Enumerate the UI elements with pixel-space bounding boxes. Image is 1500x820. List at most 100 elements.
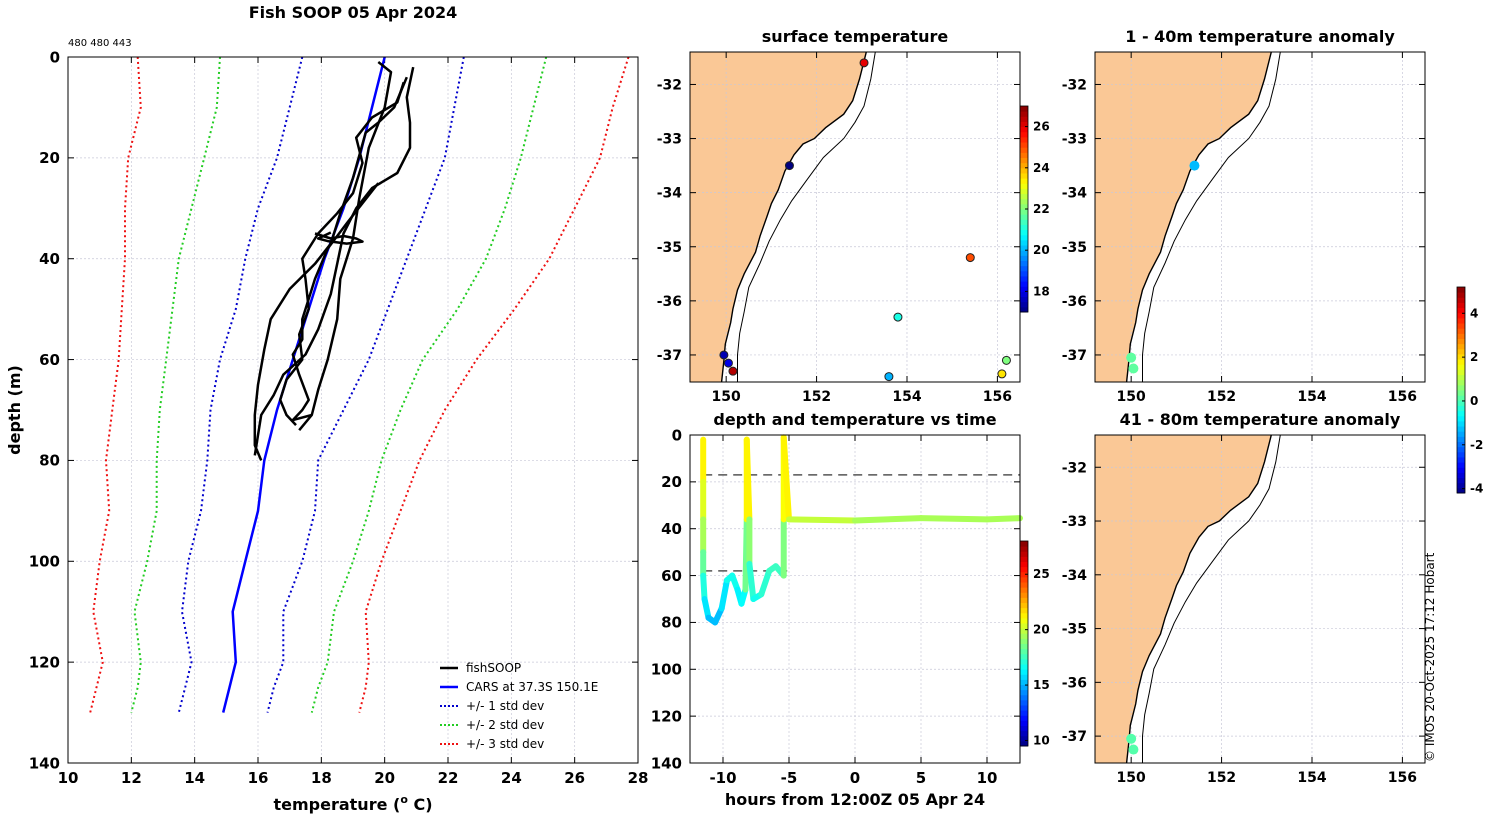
- colorbar-segment: [1020, 214, 1028, 220]
- colorbar-segment: [1020, 638, 1028, 644]
- y-tick-label: 80: [39, 452, 60, 470]
- colorbar-segment: [1457, 467, 1465, 473]
- colorbar-segment: [1020, 587, 1028, 593]
- colorbar-segment: [1020, 597, 1028, 603]
- colorbar-segment: [1457, 333, 1465, 339]
- colorbar-segment: [1020, 623, 1028, 629]
- colorbar-tick-label: 22: [1033, 202, 1050, 216]
- colorbar-segment: [1020, 633, 1028, 639]
- data-point: [728, 366, 738, 376]
- x-tick-label: 10: [977, 769, 998, 787]
- colorbar-segment: [1020, 664, 1028, 670]
- colorbar-segment: [1020, 183, 1028, 189]
- x-tick-label: 0: [850, 769, 860, 787]
- axes-frame: [1094, 434, 1426, 764]
- colorbar-segment: [1457, 446, 1465, 453]
- series-line-profile: [253, 76, 408, 461]
- colorbar-segment: [1457, 472, 1465, 479]
- colorbar-segment: [1020, 301, 1028, 308]
- y-tick-label: 80: [661, 614, 682, 632]
- coastline: [1125, 52, 1272, 382]
- y-tick-label: -34: [657, 186, 683, 202]
- colorbar-segment: [1020, 291, 1028, 298]
- colorbar-segment: [1020, 541, 1028, 547]
- colorbar-segment: [1457, 384, 1465, 391]
- colorbar-segment: [1020, 607, 1028, 614]
- colorbar-segment: [1020, 193, 1028, 200]
- colorbar-segment: [1020, 592, 1028, 598]
- colorbar-segment: [1457, 338, 1465, 345]
- y-tick-label: 0: [50, 48, 60, 66]
- colorbar-segment: [1020, 628, 1028, 634]
- colorbar-segment: [1457, 307, 1465, 314]
- colorbar-segment: [1457, 364, 1465, 370]
- colorbar-frame: [1456, 286, 1466, 494]
- x-tick-label: 150: [712, 389, 741, 405]
- colorbar-tick-label: 24: [1033, 161, 1050, 175]
- colorbar-segment: [1020, 296, 1028, 303]
- x-tick-label: 152: [1207, 389, 1236, 405]
- colorbar-segment: [1020, 275, 1028, 282]
- colorbar-segment: [1457, 431, 1465, 437]
- colorbar-segment: [1457, 353, 1465, 360]
- track-segment: [758, 567, 773, 598]
- chart-title: surface temperature: [762, 27, 949, 46]
- x-tick-label: 10: [58, 769, 79, 787]
- colorbar-segment: [1457, 420, 1465, 427]
- x-tick-label: 152: [1207, 770, 1236, 786]
- y-tick-label: 60: [39, 351, 60, 369]
- colorbar-segment: [1020, 172, 1028, 179]
- data-point: [859, 58, 869, 68]
- series-line-profile: [298, 61, 393, 431]
- legend-label: +/- 2 std dev: [466, 718, 544, 732]
- colorbar-segment: [1457, 369, 1465, 376]
- colorbar-segment: [1020, 658, 1028, 665]
- colorbar-segment: [1020, 286, 1028, 292]
- colorbar-segment: [1457, 302, 1465, 309]
- axes-frame: [67, 56, 639, 764]
- y-tick-label: 40: [39, 250, 60, 268]
- x-tick-label: 16: [248, 769, 269, 787]
- colorbar-segment: [1457, 374, 1465, 381]
- data-point: [784, 161, 794, 171]
- colorbar-segment: [1020, 710, 1028, 716]
- colorbar-segment: [1020, 131, 1028, 138]
- colorbar-tick-label: 0: [1470, 394, 1478, 408]
- colorbar-segment: [1020, 689, 1028, 696]
- track-segment: [918, 515, 990, 523]
- colorbar-segment: [1457, 477, 1465, 484]
- colorbar-segment: [1020, 602, 1028, 609]
- y-tick-label: -32: [657, 77, 682, 93]
- colorbar-segment: [1020, 281, 1028, 287]
- colorbar-segment: [1020, 111, 1028, 117]
- colorbar-segment: [1020, 617, 1028, 624]
- series-line-profile: [278, 81, 405, 426]
- colorbar-segment: [1020, 740, 1028, 747]
- x-tick-label: 5: [916, 769, 926, 787]
- series-line-std3: [358, 56, 630, 713]
- x-tick-label: 154: [892, 389, 921, 405]
- colorbar-segment: [1020, 270, 1028, 277]
- colorbar-segment: [1457, 436, 1465, 442]
- y-tick-label: -33: [657, 132, 682, 148]
- y-tick-label: -36: [657, 294, 682, 310]
- x-tick-label: 26: [564, 769, 585, 787]
- colorbar-segment: [1020, 705, 1028, 711]
- y-tick-label: -32: [1062, 460, 1087, 476]
- data-point: [1001, 355, 1011, 365]
- land-area: [690, 52, 867, 382]
- colorbar-segment: [1020, 643, 1028, 650]
- x-tick-label: 156: [1388, 770, 1417, 786]
- data-point: [965, 253, 975, 263]
- colorbar-tick-label: 15: [1033, 678, 1050, 692]
- series-line-profile: [314, 231, 364, 245]
- colorbar-segment: [1020, 612, 1028, 619]
- x-tick-label: 18: [311, 769, 332, 787]
- map-layer: 150 152 154 156-32-33-34-35-36-37: [1095, 52, 1425, 382]
- colorbar-segment: [1020, 198, 1028, 205]
- colorbar-segment: [1457, 441, 1465, 448]
- legend-label: fishSOOP: [466, 661, 521, 675]
- x-tick-label: 22: [438, 769, 459, 787]
